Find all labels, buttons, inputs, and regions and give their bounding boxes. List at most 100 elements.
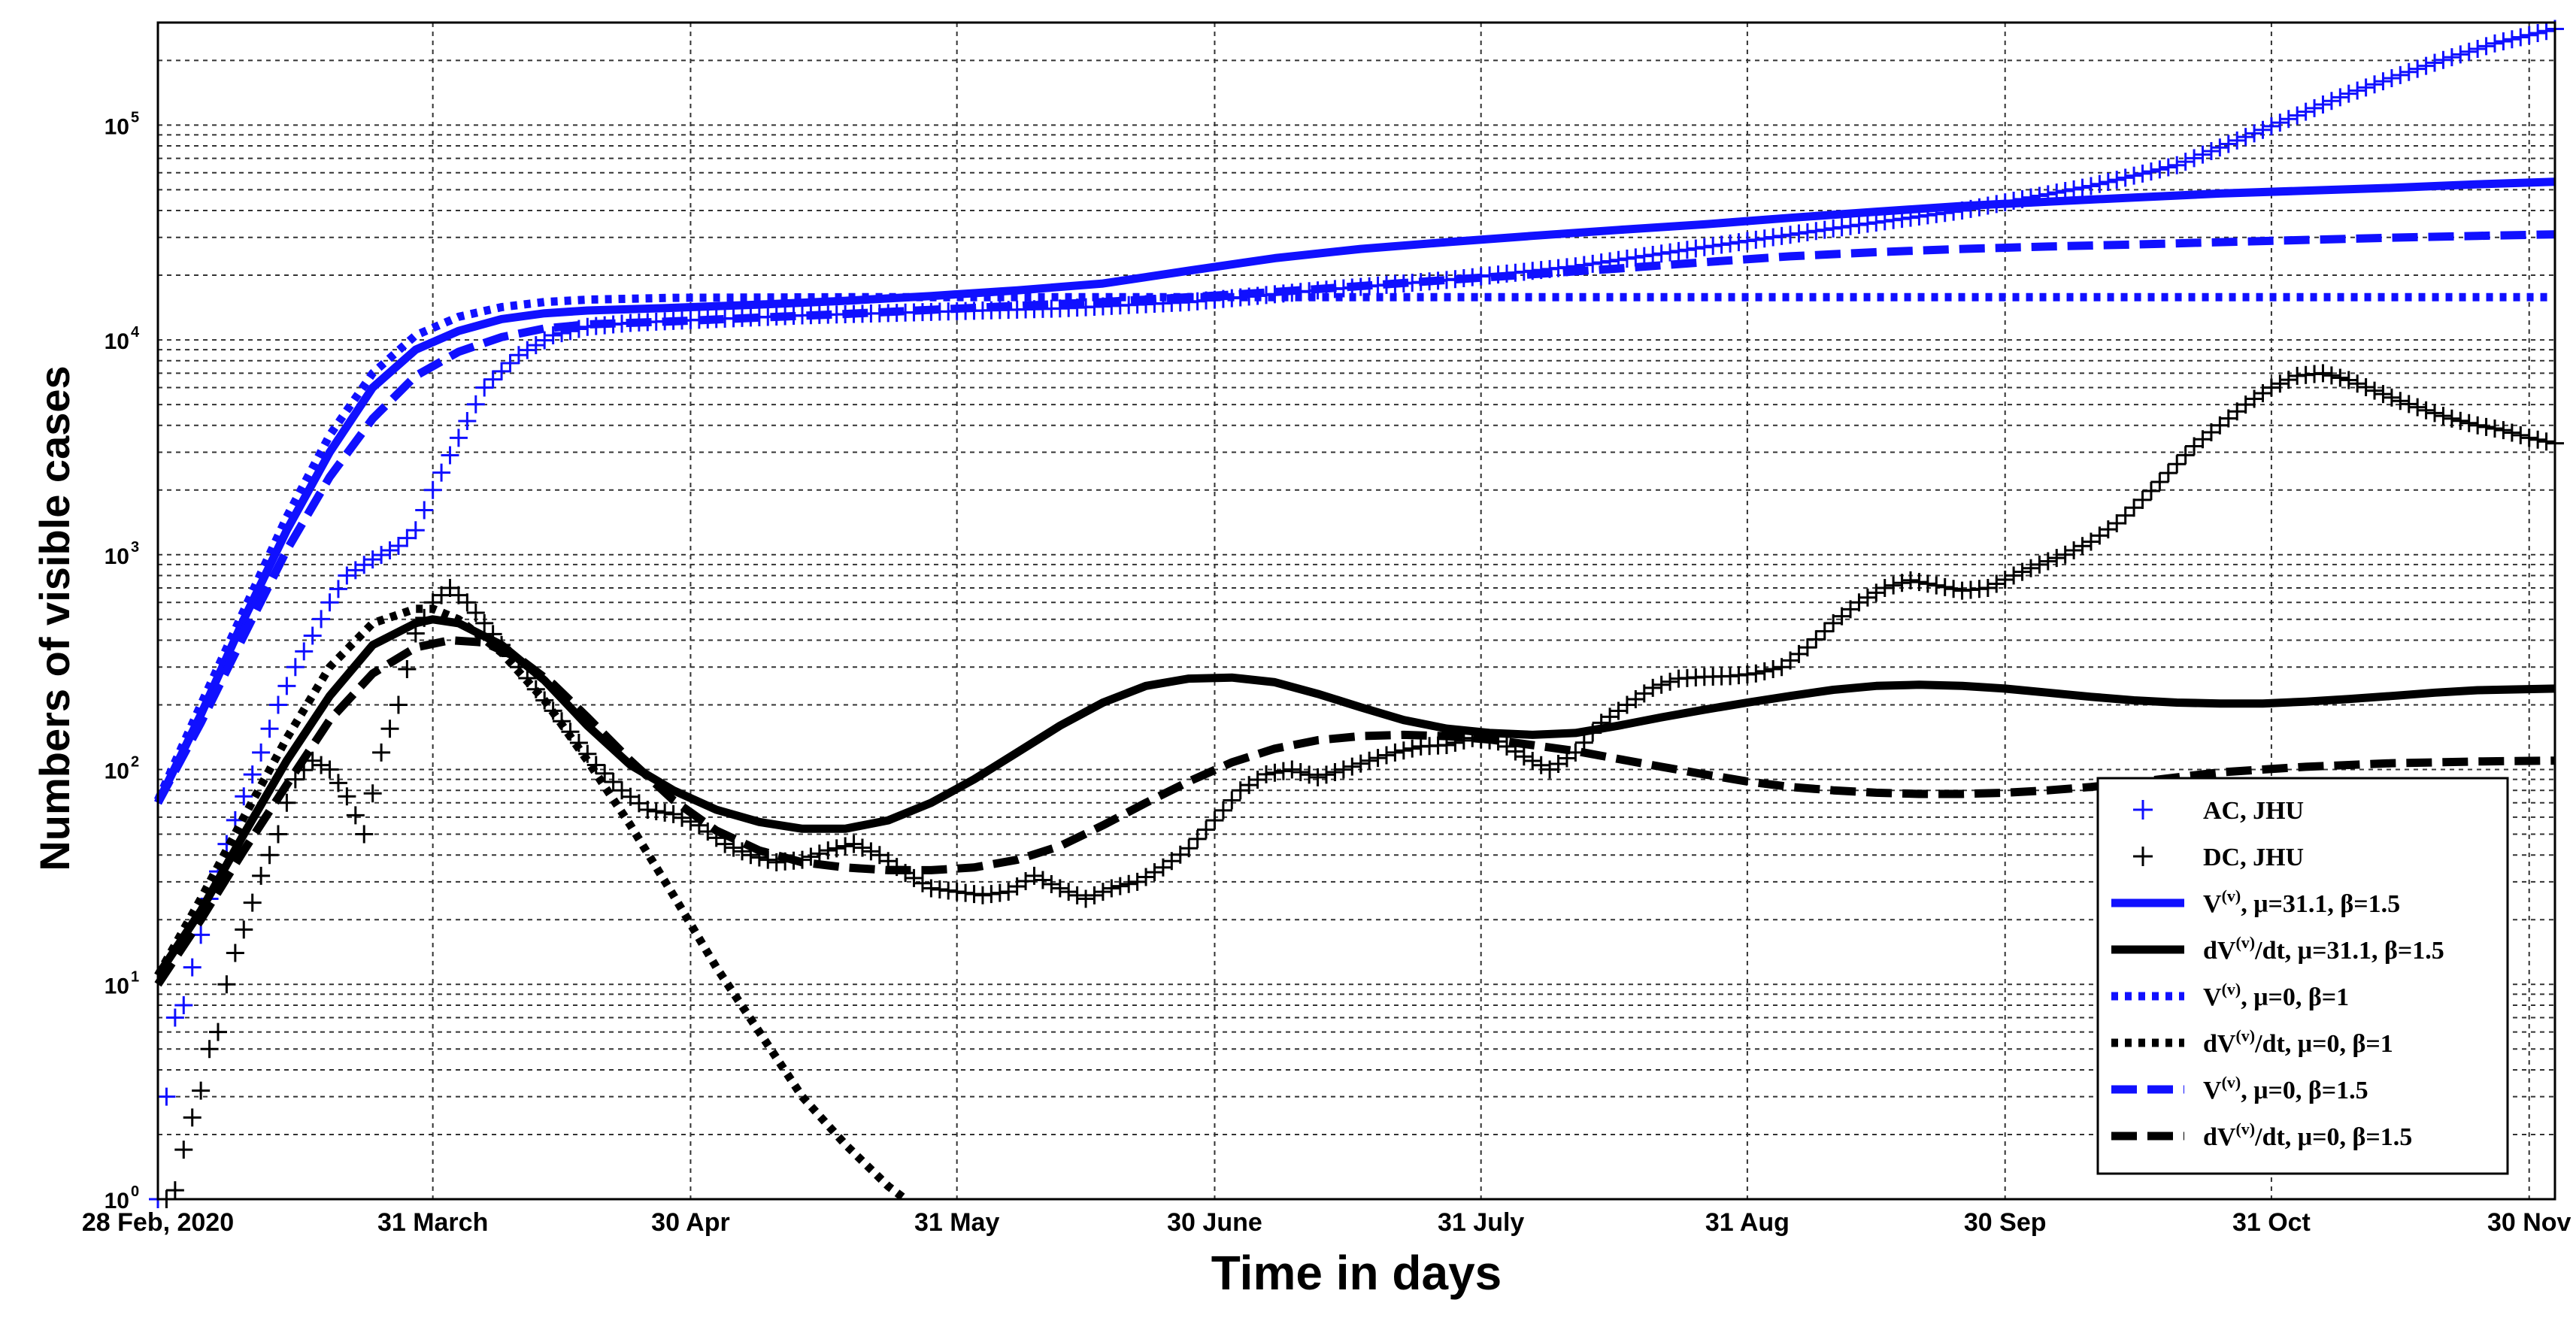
data-point [2279,110,2298,129]
data-point [1652,675,1671,694]
data-point [329,774,347,792]
data-point [2529,430,2547,449]
data-point [2442,409,2461,428]
data-point [2021,559,2040,577]
data-point [2382,388,2401,407]
data-point [1514,747,1533,766]
data-point [1274,762,1293,780]
legend-item: DC, JHU [2133,844,2304,871]
data-point [458,593,477,612]
data-point [217,975,236,994]
data-point [398,529,417,547]
data-point [432,586,451,604]
data-point [2331,368,2350,387]
data-point [277,677,296,695]
data-point [1042,874,1061,893]
data-point [501,354,520,373]
data-point [1033,871,1052,889]
data-point [1308,768,1327,786]
data-point [208,1023,227,1041]
data-point [492,362,511,380]
data-point [1180,839,1199,858]
data-point [441,446,459,465]
data-point [1755,229,1774,248]
data-point [2116,168,2135,187]
x-tick-label: 30 Sep [1964,1208,2047,1237]
data-point [1884,576,1903,595]
legend-label: AC, JHU [2203,797,2304,825]
data-point [268,695,287,714]
data-point [2133,164,2152,183]
data-point [2141,162,2160,181]
data-point [1403,739,1422,758]
data-point [1815,220,1834,239]
data-point [2356,377,2375,396]
y-tick-exponent: 5 [131,109,139,126]
data-point [406,521,425,540]
data-point [2090,174,2109,193]
data-point [243,765,262,784]
data-point [2520,26,2538,44]
data-point [2426,404,2444,423]
data-point [2271,114,2290,132]
legend-item: dV(v)/dt, μ=31.1, β=1.5 [2111,933,2444,965]
data-point [2005,566,2023,585]
y-tick-label: 10 [105,974,129,998]
data-point [295,642,314,661]
legend-marker [2133,847,2153,866]
data-point [1927,576,1946,595]
data-point [2108,514,2126,533]
data-point [2511,426,2530,444]
data-point [1283,760,1302,779]
data-point [183,958,202,977]
series-5 [153,292,2555,802]
data-point [2486,420,2505,438]
data-point [1257,765,1276,783]
data-point [1721,234,1740,253]
data-point [449,429,468,447]
data-point [398,660,417,679]
data-point [827,839,846,858]
data-point [1764,228,1783,247]
data-point [982,885,1001,904]
data-point [286,770,305,789]
data-point [1902,571,1920,589]
data-point [1747,664,1765,683]
data-point [1832,218,1851,237]
data-point [2331,88,2350,107]
data-point [2374,385,2393,404]
data-point [1790,224,1808,243]
data-point [2056,545,2074,564]
legend-label: dV(v)/dt, μ=0, β=1.5 [2203,1119,2412,1151]
data-point [1747,230,1765,249]
data-point [2391,392,2410,411]
data-point [2168,156,2187,174]
data-point [1729,233,1748,252]
data-point [862,842,880,861]
data-point [1317,765,1336,784]
data-point [2477,37,2496,56]
data-point [2442,48,2461,67]
data-point [2047,549,2066,568]
data-point [2451,411,2470,430]
data-point [372,546,391,565]
y-tick-label: 10 [105,759,129,784]
data-point [2459,414,2478,432]
data-point [2125,166,2144,185]
data-point [956,883,975,902]
data-point [1996,571,2014,589]
data-point [1704,237,1723,256]
data-point [1944,580,1963,598]
data-point [466,395,485,414]
data-point [1265,763,1284,782]
data-point [2296,102,2315,121]
data-point [2288,106,2307,125]
data-point [1987,574,2006,593]
data-point [1669,241,1688,260]
data-point [466,604,485,623]
data-point [2211,138,2229,157]
data-point [372,743,391,762]
data-point [2494,32,2513,50]
data-point [1077,889,1096,908]
